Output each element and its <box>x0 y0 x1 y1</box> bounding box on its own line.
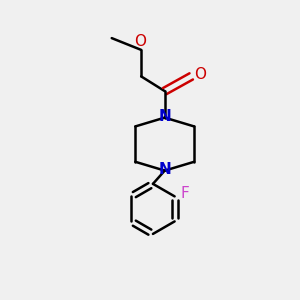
Text: N: N <box>158 109 171 124</box>
Text: O: O <box>134 34 146 49</box>
Text: N: N <box>158 162 171 177</box>
Text: O: O <box>194 68 206 82</box>
Text: F: F <box>181 186 189 201</box>
